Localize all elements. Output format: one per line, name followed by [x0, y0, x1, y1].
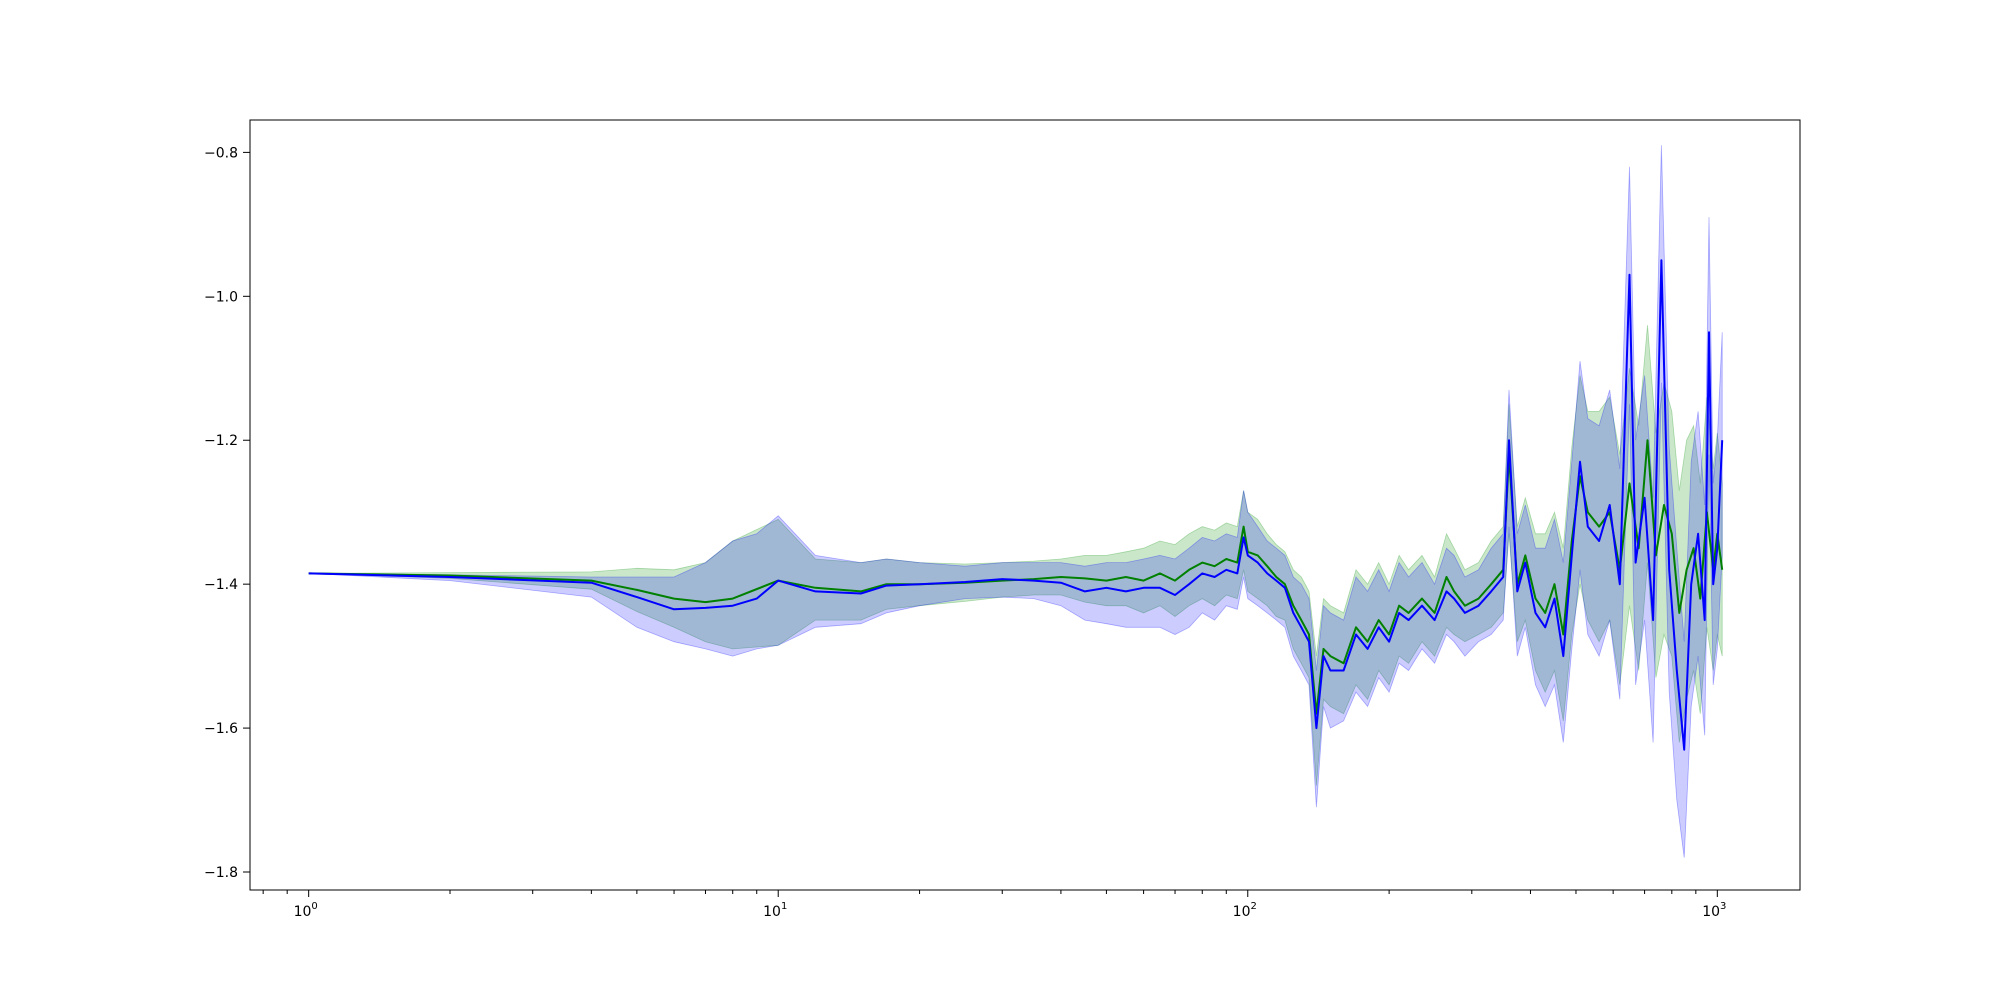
y-tick-label: −1.2: [204, 433, 238, 449]
series-1-line: [308, 259, 1724, 751]
y-axis: −0.8 −1.0 −1.2 −1.4 −1.6 −1.8: [204, 145, 250, 881]
x-tick-label: 101: [763, 901, 787, 920]
y-tick-label: −1.6: [204, 721, 238, 737]
confidence-bands: [308, 145, 1723, 858]
y-tick-label: −1.4: [204, 577, 238, 593]
series-1-band: [308, 145, 1723, 858]
y-tick-label: −0.8: [204, 145, 238, 161]
x-axis: 100 101 102 103: [262, 890, 1726, 920]
y-tick-label: −1.0: [204, 289, 238, 305]
plot-area-frame: [249, 119, 1801, 891]
series-0-band: [308, 325, 1723, 786]
x-tick-label: 102: [1233, 901, 1257, 920]
x-tick-label: 100: [294, 901, 318, 920]
series-lines: [308, 259, 1724, 751]
y-tick-label: −1.8: [204, 865, 238, 881]
x-tick-label: 103: [1702, 901, 1726, 920]
